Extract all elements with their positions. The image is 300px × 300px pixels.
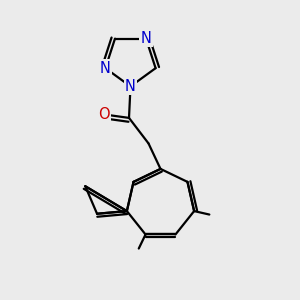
Text: O: O [98, 107, 110, 122]
Text: N: N [125, 79, 136, 94]
Text: N: N [100, 61, 111, 76]
Text: N: N [141, 31, 152, 46]
